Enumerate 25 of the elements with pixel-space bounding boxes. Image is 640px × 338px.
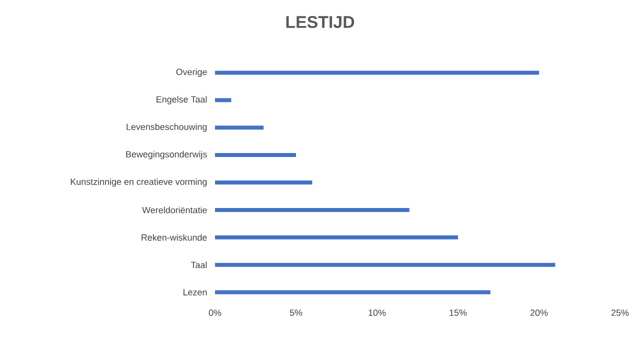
y-tick-label: Overige — [176, 68, 207, 77]
x-tick-label: 10% — [368, 310, 386, 316]
y-tick-label: Wereldoriëntatie — [142, 206, 207, 214]
y-tick-label: Taal — [190, 262, 207, 268]
bar — [215, 262, 556, 267]
bar — [215, 153, 296, 158]
x-tick-label: 15% — [450, 310, 467, 316]
bar — [215, 180, 312, 185]
y-tick-label: Bewegingsonderwijs — [126, 150, 207, 160]
bar — [215, 235, 458, 240]
bar — [215, 126, 264, 130]
y-tick-label: Engelse Taal — [156, 96, 207, 104]
y-tick-label: Lezen — [184, 289, 207, 296]
y-tick-label: Reken-wiskunde — [142, 234, 207, 241]
y-tick-label: Levensbeschouwing — [126, 123, 207, 132]
x-tick-label: 20% — [530, 310, 548, 316]
bar — [215, 70, 540, 75]
y-tick-label: Kunstzinnige en creatieve vorming — [70, 178, 207, 187]
x-tick-label: 5% — [290, 310, 302, 316]
chart-title: LESTIJD — [286, 16, 354, 28]
x-tick-label: 0% — [208, 310, 222, 316]
x-tick-label: 25% — [611, 310, 629, 316]
bar — [215, 290, 490, 294]
bar — [215, 208, 410, 212]
bar — [215, 98, 232, 102]
